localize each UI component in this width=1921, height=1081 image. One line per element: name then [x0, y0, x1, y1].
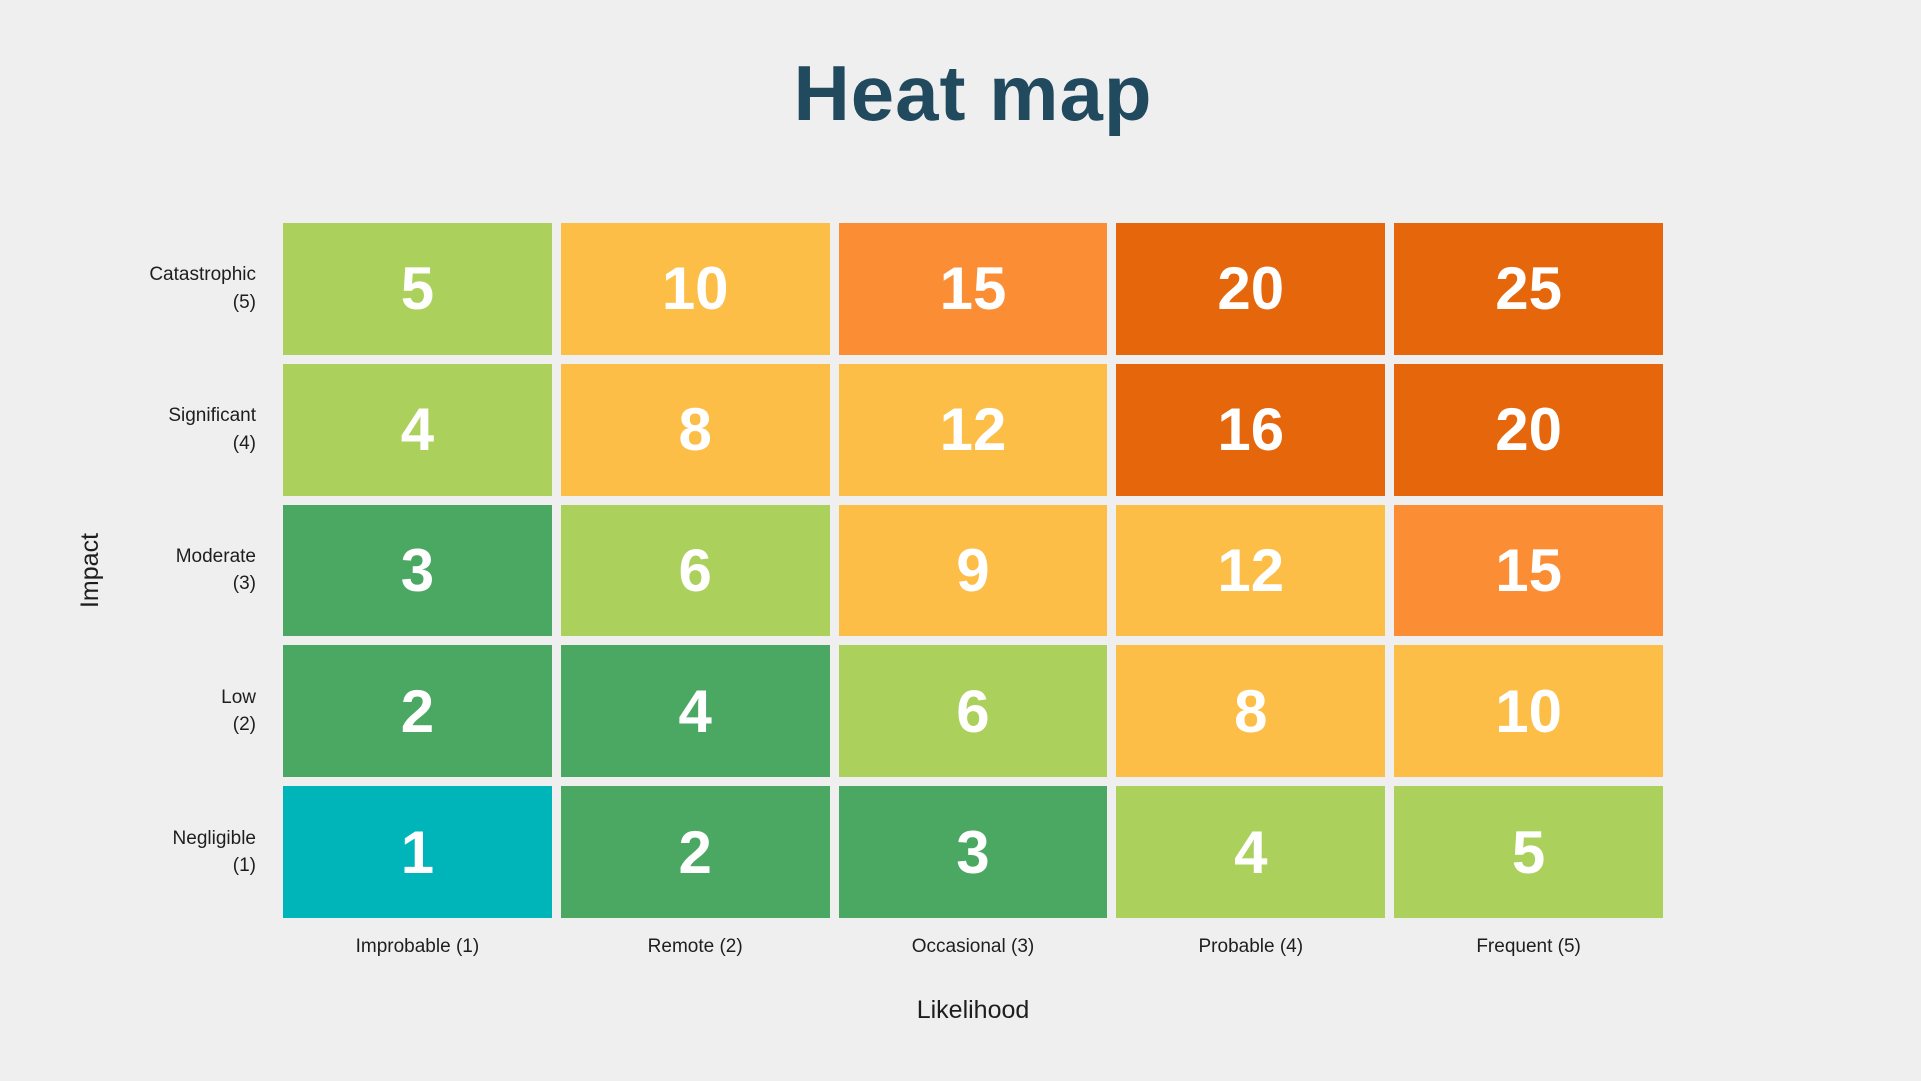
heatmap-cell-r5c3: 3: [838, 786, 1108, 918]
col-label-probable: Probable (4): [1198, 936, 1304, 957]
row-label-moderate: Moderate (3): [0, 505, 256, 637]
heatmap-cell-r3c4: 12: [1116, 504, 1386, 637]
row-label-text: Moderate: [175, 545, 256, 567]
heatmap-cell-r4c4: 8: [1116, 645, 1386, 778]
heatmap-cell-r3c5: 15: [1394, 504, 1663, 637]
row-label-level: (4): [232, 432, 256, 454]
heatmap-cell-r1c5: 25: [1394, 223, 1663, 355]
heatmap-cell-r5c5: 5: [1394, 786, 1663, 918]
row-label-level: (5): [232, 291, 256, 313]
row-label-level: (1): [232, 855, 256, 877]
heatmap-cell-r1c1: 5: [283, 223, 552, 355]
heatmap-cell-r2c2: 8: [560, 363, 830, 496]
heatmap-cell-r3c1: 3: [283, 504, 552, 637]
heatmap-cell-r4c3: 6: [838, 645, 1108, 778]
row-label-text: Significant: [168, 405, 256, 427]
row-label-level: (3): [232, 573, 256, 595]
heatmap-cell-r2c3: 12: [838, 363, 1108, 496]
heatmap-cell-r4c5: 10: [1394, 645, 1663, 778]
row-label-text: Catastrophic: [149, 264, 256, 286]
row-label-text: Negligible: [172, 827, 256, 849]
y-axis-tick-labels: Catastrophic (5) Significant (4) Moderat…: [0, 223, 256, 918]
chart-title: Heat map: [793, 49, 1153, 137]
col-label-frequent: Frequent (5): [1476, 936, 1581, 957]
heatmap-cell-r3c3: 9: [838, 504, 1108, 637]
heatmap-cell-r3c2: 6: [560, 504, 830, 637]
row-label-level: (2): [232, 714, 256, 736]
row-label-text: Low: [221, 686, 256, 708]
row-label-significant: Significant (4): [0, 364, 256, 496]
col-label-remote: Remote (2): [647, 936, 743, 957]
heatmap-cell-r2c1: 4: [283, 363, 552, 496]
row-label-negligible: Negligible (1): [0, 786, 256, 918]
x-axis-tick-labels: Improbable (1) Remote (2) Occasional (3)…: [283, 936, 1663, 958]
heatmap-cell-r4c1: 2: [283, 645, 552, 778]
col-label-occasional: Occasional (3): [911, 936, 1035, 957]
x-axis-title: Likelihood: [916, 996, 1030, 1024]
heatmap-cell-r2c5: 20: [1394, 363, 1663, 496]
col-label-improbable: Improbable (1): [355, 936, 480, 957]
heatmap-cell-r1c4: 20: [1116, 223, 1386, 355]
heatmap-cell-r5c2: 2: [560, 786, 830, 918]
heatmap-cell-r5c4: 4: [1116, 786, 1386, 918]
row-label-catastrophic: Catastrophic (5): [0, 223, 256, 355]
heatmap-cell-r1c2: 10: [560, 223, 830, 355]
heatmap-cell-r2c4: 16: [1116, 363, 1386, 496]
heatmap-cell-r5c1: 1: [283, 786, 552, 918]
heatmap-grid: 5 10 15 20 25 4 8 12 16 20 3 6 9 12 15 2…: [283, 223, 1663, 918]
heatmap-cell-r4c2: 4: [560, 645, 830, 778]
row-label-low: Low (2): [0, 645, 256, 777]
heatmap-cell-r1c3: 15: [838, 223, 1108, 355]
